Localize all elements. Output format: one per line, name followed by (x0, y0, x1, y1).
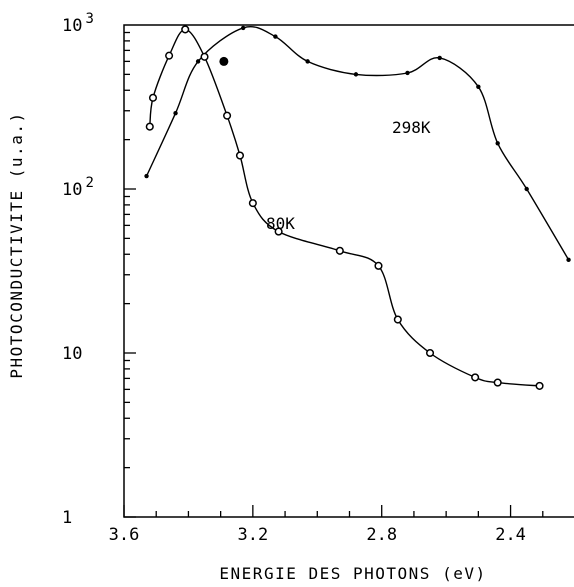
data-point-80k (425, 348, 435, 358)
series-label-80k: 80K (266, 214, 295, 233)
x-axis-title: ENERGIE DES PHOTONS (eV) (219, 564, 486, 583)
data-point-80k (223, 111, 232, 120)
data-point-80k (471, 373, 480, 382)
data-point-80k (145, 122, 154, 131)
data-point-298k (437, 55, 442, 61)
data-point-298k (195, 59, 201, 64)
data-point-80k (374, 261, 383, 270)
curve-intersection-point (219, 56, 229, 66)
data-point-80k (235, 151, 245, 160)
data-point-298k (305, 59, 310, 64)
y-tick-label: 10 2 (62, 175, 94, 200)
series-layer (144, 25, 571, 390)
data-point-80k (274, 227, 283, 236)
data-point-298k (566, 257, 571, 263)
data-point-298k (524, 186, 529, 192)
y-tick-label-exponent: 2 (85, 175, 93, 191)
data-point-298k (405, 70, 410, 76)
series-line-80k (149, 28, 540, 387)
data-point-298k (173, 110, 178, 116)
data-point-80k (393, 315, 402, 324)
plot-frame (123, 24, 574, 518)
y-tick-label: 1 (62, 508, 72, 528)
data-point-298k (495, 141, 500, 146)
y-tick-label-base: 1 (62, 508, 72, 528)
data-point-80k (335, 246, 344, 255)
data-point-80k (165, 51, 174, 60)
y-tick-label: 10 3 (62, 11, 94, 36)
data-point-298k (476, 84, 481, 89)
series-line-298k (145, 26, 570, 261)
x-tick-label: 3.2 (237, 525, 268, 545)
y-tick-label-exponent: 3 (85, 11, 93, 27)
y-tick-label: 10 (62, 344, 82, 364)
data-point-80k (148, 93, 158, 102)
data-point-80k (248, 199, 257, 208)
x-tick-label: 3.6 (109, 525, 140, 545)
data-point-80k (493, 378, 502, 387)
x-axis: 3.6 3.2 2.8 2.4 (109, 505, 544, 545)
x-tick-label: 2.8 (366, 525, 397, 545)
data-point-80k (181, 25, 190, 34)
y-tick-label-base: 10 (62, 344, 82, 364)
data-point-298k (273, 34, 278, 39)
data-point-80k (535, 381, 544, 390)
x-tick-label: 2.4 (495, 525, 526, 545)
data-point-298k (353, 72, 359, 77)
series-label-298k: 298K (392, 118, 431, 137)
data-point-298k (144, 173, 149, 179)
y-tick-label-base: 10 (62, 180, 82, 200)
data-point-80k (200, 52, 209, 61)
y-axis-title: PHOTOCONDUCTIVITE (u.a.) (7, 111, 26, 378)
y-tick-label-base: 10 (62, 16, 82, 36)
data-point-298k (240, 25, 246, 31)
